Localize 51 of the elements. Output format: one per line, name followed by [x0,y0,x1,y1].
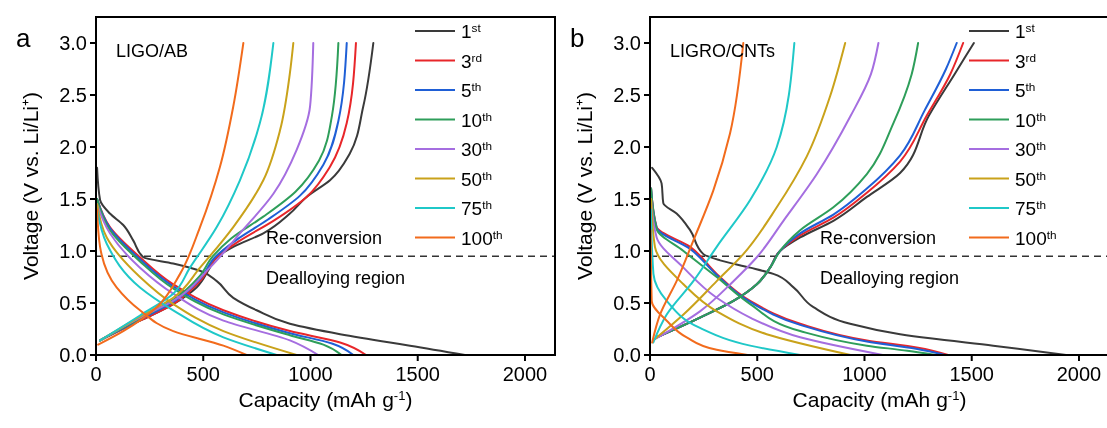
y-axis-title: Voltage (V vs. Li/Li⁺) [573,92,596,280]
legend-label: 10$^{th}$ [1015,109,1046,131]
annotation: Re-conversion [820,228,937,249]
legend-label: 100$^{th}$ [461,227,503,249]
x-tick-label: 0 [644,363,656,385]
chart-title: b [570,23,585,53]
y-tick-label: 2.0 [59,136,87,158]
legend-label: 30$^{th}$ [461,138,492,160]
y-tick-label: 1.5 [613,188,641,210]
legend-label: 50$^{th}$ [1015,168,1046,190]
y-tick-label: 3.0 [59,32,87,54]
x-axis-title: Capacity (mAh g$^{-1}$) [238,387,413,411]
legend-label: 5$^{th}$ [461,79,482,101]
annotation: Dealloying region [266,268,406,289]
legend-label: 100$^{th}$ [1015,227,1057,249]
chart-title: a [16,23,31,53]
x-tick-label: 2000 [502,363,548,385]
x-tick-label: 1500 [395,363,440,385]
y-tick-label: 0.5 [613,292,641,314]
y-tick-label: 2.5 [59,84,87,106]
y-axis-title: Voltage (V vs. Li/Li⁺) [19,92,42,280]
annotation: Re-conversion [266,228,383,249]
legend-label: 75$^{th}$ [1015,197,1046,219]
y-tick-label: 0.0 [613,344,641,366]
annotation: Dealloying region [820,268,960,289]
legend-label: 5$^{th}$ [1015,79,1036,101]
legend-label: 10$^{th}$ [461,109,492,131]
y-tick-label: 0.0 [59,344,87,366]
y-tick-label: 0.5 [59,292,87,314]
legend-label: 1$^{st}$ [461,20,482,42]
legend-label: 3$^{rd}$ [1015,50,1037,72]
y-tick-label: 2.5 [613,84,641,106]
y-tick-label: 1.0 [59,240,87,262]
x-tick-label: 2000 [1056,363,1102,385]
legend-label: 30$^{th}$ [1015,138,1046,160]
x-tick-label: 1500 [949,363,994,385]
legend-label: 3$^{rd}$ [461,50,483,72]
legend-label: 1$^{st}$ [1015,20,1036,42]
y-tick-label: 3.0 [613,32,641,54]
legend-label: 50$^{th}$ [461,168,492,190]
x-tick-label: 1000 [842,363,887,385]
x-tick-label: 0 [90,363,102,385]
y-tick-label: 1.0 [613,240,641,262]
x-tick-label: 1000 [288,363,333,385]
x-axis-title: Capacity (mAh g$^{-1}$) [792,387,967,411]
x-tick-label: 500 [186,363,220,385]
x-tick-label: 500 [740,363,774,385]
y-tick-label: 2.0 [613,136,641,158]
legend-label: 75$^{th}$ [461,197,492,219]
annotation: LIGO/AB [116,41,189,61]
y-tick-label: 1.5 [59,188,87,210]
